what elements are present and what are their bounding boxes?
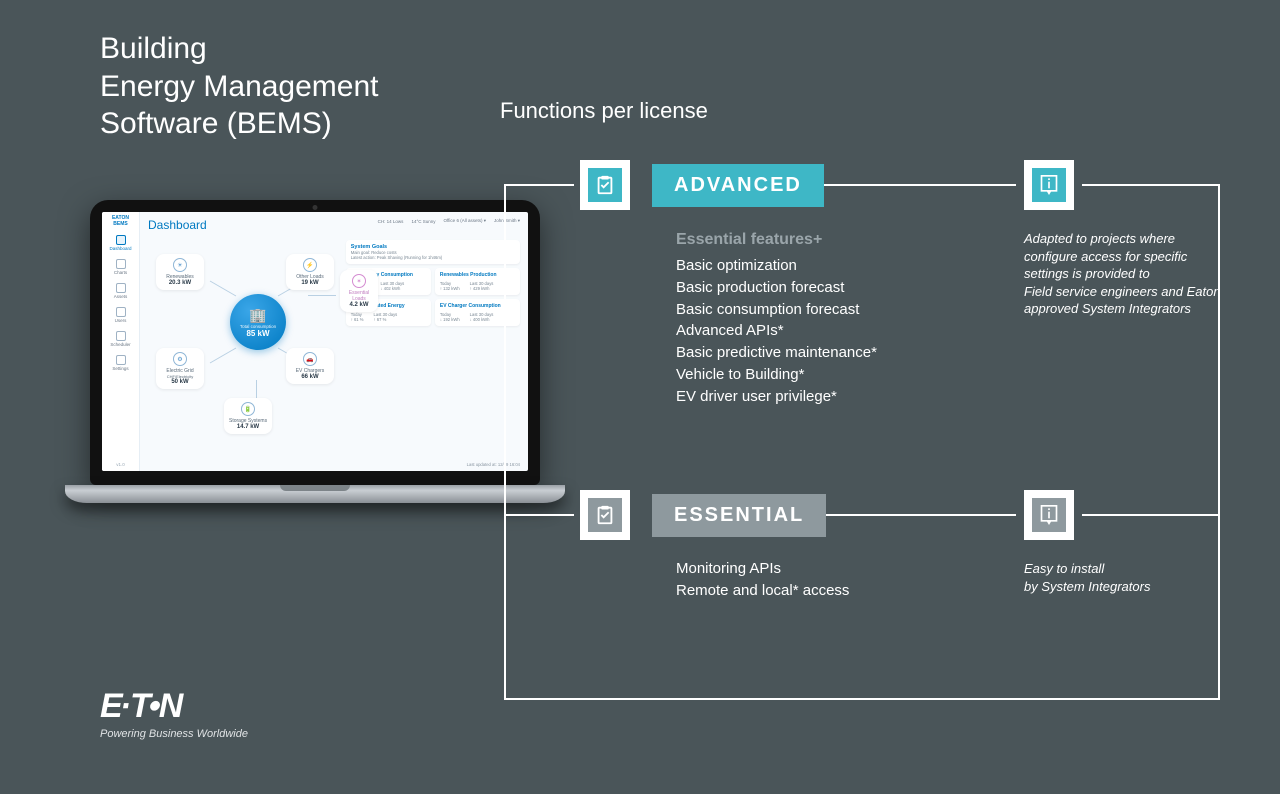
title-line: Energy Management <box>100 68 379 106</box>
node-storage[interactable]: 🔋 Storage Systems 14.7 kW <box>224 398 272 434</box>
settings-icon <box>116 355 126 365</box>
users-icon <box>116 307 126 317</box>
sidebar-item-dashboard[interactable]: Dashboard <box>108 235 134 251</box>
sidebar-item-charts[interactable]: Charts <box>108 259 134 275</box>
topbar-weather: 14°C Sunny <box>411 219 435 224</box>
advanced-info-badge <box>1024 160 1074 210</box>
dashboard-logo: EATON BEMS <box>112 216 129 227</box>
node-label: Total consumption <box>240 324 276 329</box>
metric-value: ↑ 61 % <box>351 317 364 322</box>
feature-item: Vehicle to Building* <box>676 364 1184 386</box>
card-system-goals[interactable]: System Goals Main goal: Reduce costs Lat… <box>346 240 520 264</box>
node-value: 85 kW <box>246 329 269 338</box>
sidebar-item-label: Charts <box>114 270 127 275</box>
advanced-tag: ADVANCED <box>652 164 824 207</box>
ev-icon: 🚗 <box>303 352 317 366</box>
node-renewables[interactable]: ☀ Renewables 20.3 kW <box>156 254 204 290</box>
page-title: Building Energy Management Software (BEM… <box>100 30 379 143</box>
node-essential-loads[interactable]: ✶ Essential Loads 4.2 kW <box>340 270 378 312</box>
sidebar-item-label: Settings <box>112 366 128 371</box>
clipboard-check-icon <box>594 174 616 196</box>
node-value: 50 kW <box>161 379 199 385</box>
graph-edge <box>210 348 236 364</box>
metric-value: ↑ 429 kWh <box>470 286 494 291</box>
laptop-camera <box>313 205 318 210</box>
section-title: Functions per license <box>500 98 708 124</box>
feature-item: EV driver user privilege* <box>676 386 1184 408</box>
laptop-base <box>65 485 565 503</box>
node-label: Essential Loads <box>345 290 373 302</box>
sidebar-item-label: Users <box>115 318 127 323</box>
advanced-badge <box>580 160 630 210</box>
title-line: Building <box>100 30 379 68</box>
graph-edge <box>210 281 236 297</box>
sidebar-item-label: Dashboard <box>109 246 131 251</box>
node-ev[interactable]: 🚗 EV Chargers 66 kW <box>286 348 334 384</box>
dashboard-main: Dashboard CH: 14 Lows 14°C Sunny Office … <box>140 212 528 471</box>
sidebar-item-label: Assets <box>114 294 128 299</box>
sidebar-item-users[interactable]: Users <box>108 307 134 323</box>
solar-icon: ☀ <box>173 258 187 272</box>
advanced-info-text: Adapted to projects where configure acce… <box>1024 230 1224 318</box>
node-value: 19 kW <box>291 280 329 286</box>
laptop-mockup: EATON BEMS Dashboard Charts Assets Users… <box>65 200 565 503</box>
sidebar-item-settings[interactable]: Settings <box>108 355 134 371</box>
node-grid[interactable]: ⚙ Electric Grid CHF/Electricity 50 kW <box>156 348 204 389</box>
essential-icon: ✶ <box>352 274 366 288</box>
info-icon <box>1039 174 1059 196</box>
metric-value: ↓ 400 kWh <box>470 317 494 322</box>
feature-item: Advanced APIs* <box>676 320 1184 342</box>
sidebar-item-scheduler[interactable]: Scheduler <box>108 331 134 347</box>
battery-icon: 🔋 <box>241 402 255 416</box>
building-icon: 🏢 <box>249 307 266 324</box>
dashboard-graph: 🏢 Total consumption 85 kW ☀ Renewables 2… <box>148 240 340 440</box>
node-value: 4.2 kW <box>345 302 373 308</box>
laptop-screen: EATON BEMS Dashboard Charts Assets Users… <box>90 200 540 485</box>
node-value: 66 kW <box>291 374 329 380</box>
grid-icon: ⚙ <box>173 352 187 366</box>
sidebar-item-label: Scheduler <box>110 342 130 347</box>
graph-edge <box>256 380 257 398</box>
assets-icon <box>116 283 126 293</box>
license-diagram: ADVANCED Essential features+ Basic optim… <box>500 160 1224 708</box>
node-value: 20.3 kW <box>161 280 199 286</box>
card-subtitle: Latest action: Peak Shaving (Running for… <box>351 255 515 260</box>
plug-icon: ⚡ <box>303 258 317 272</box>
topbar-loads: CH: 14 Lows <box>378 219 404 224</box>
metric-value: ↑ 67 % <box>374 317 398 322</box>
dashboard-topbar: CH: 14 Lows 14°C Sunny Office 6 (All ass… <box>378 218 520 224</box>
metric-value: ↑ 132 kWh <box>440 286 460 291</box>
essential-tag: ESSENTIAL <box>652 494 826 537</box>
node-value: 14.7 kW <box>229 424 267 430</box>
sidebar-item-assets[interactable]: Assets <box>108 283 134 299</box>
title-line: Software (BEMS) <box>100 105 379 143</box>
clipboard-check-icon <box>594 504 616 526</box>
info-icon <box>1039 504 1059 526</box>
laptop-notch <box>280 485 350 491</box>
brand-tagline: Powering Business Worldwide <box>100 728 248 740</box>
scheduler-icon <box>116 331 126 341</box>
dashboard-icon <box>116 235 126 245</box>
charts-icon <box>116 259 126 269</box>
essential-badge <box>580 490 630 540</box>
essential-info-text: Easy to install by System Integrators <box>1024 560 1224 595</box>
dashboard-app: EATON BEMS Dashboard Charts Assets Users… <box>102 212 528 471</box>
metric-value: ↓ 402 kWh <box>381 286 405 291</box>
node-center[interactable]: 🏢 Total consumption 85 kW <box>230 294 286 350</box>
brand-logo: E·T•N <box>100 687 248 726</box>
brand: E·T•N Powering Business Worldwide <box>100 687 248 740</box>
essential-info-badge <box>1024 490 1074 540</box>
graph-edge <box>308 295 336 296</box>
node-other-loads[interactable]: ⚡ Other Loads 19 kW <box>286 254 334 290</box>
topbar-site-selector[interactable]: Office 6 (All assets) ▾ <box>444 218 486 224</box>
sidebar-version: v1.0 <box>116 462 125 467</box>
metric-value: ↓ 192 kWh <box>440 317 460 322</box>
dashboard-sidebar: EATON BEMS Dashboard Charts Assets Users… <box>102 212 140 471</box>
feature-item: Basic predictive maintenance* <box>676 342 1184 364</box>
